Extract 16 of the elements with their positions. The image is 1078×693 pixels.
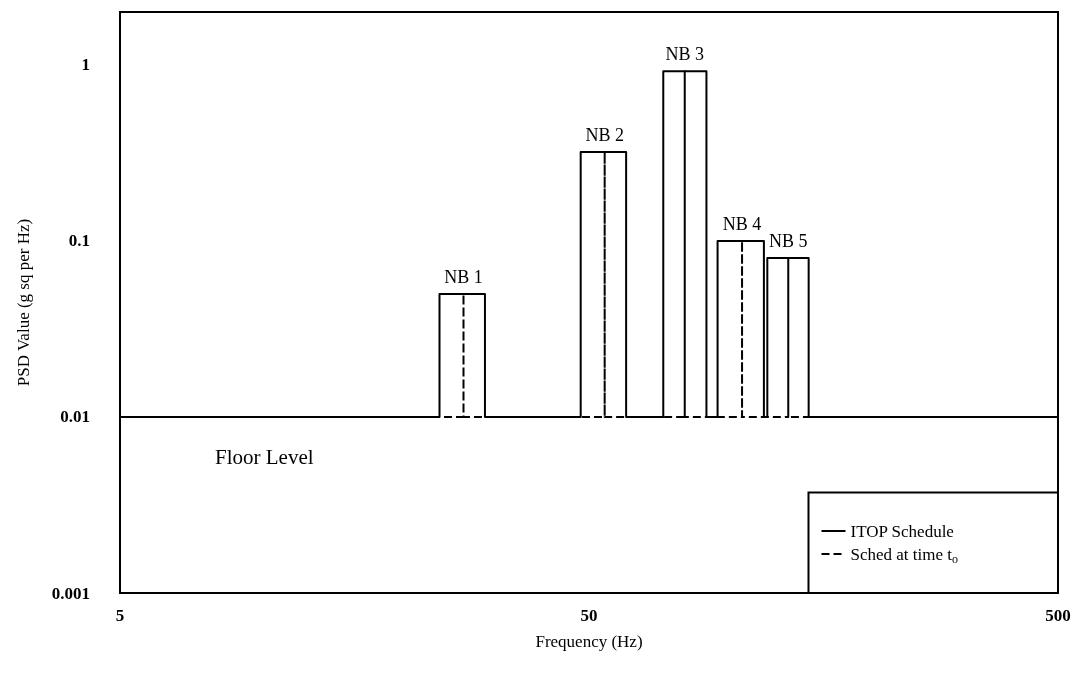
x-tick-label: 50	[580, 606, 598, 625]
annotation: NB 1	[444, 266, 483, 287]
legend-label: ITOP Schedule	[850, 521, 954, 541]
x-tick-label: 500	[1045, 606, 1071, 625]
y-tick-label: 0.1	[68, 231, 90, 251]
annotation: Floor Level	[215, 444, 314, 469]
y-tick-label: 0.01	[60, 407, 90, 427]
annotation: NB 3	[665, 44, 704, 65]
y-tick-label: 1	[81, 55, 90, 75]
annotation: NB 4	[722, 213, 762, 234]
annotation: NB 2	[585, 125, 624, 146]
annotation: NB 5	[769, 231, 808, 252]
x-axis-title: Frequency (Hz)	[535, 632, 643, 651]
x-tick-label: 5	[115, 606, 125, 625]
y-axis-title: PSD Value (g sq per Hz)	[14, 218, 33, 387]
y-tick-label: 0.001	[51, 583, 90, 603]
